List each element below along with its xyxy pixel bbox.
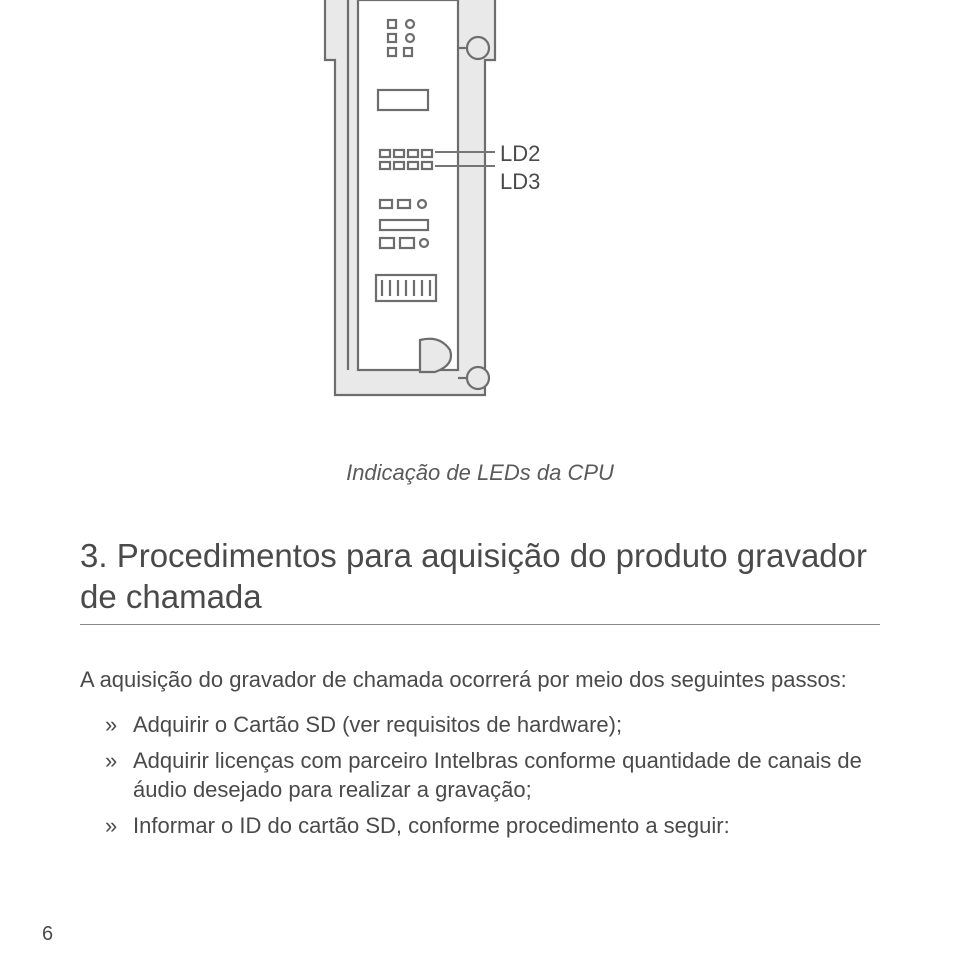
list-item-text: Informar o ID do cartão SD, conforme pro…	[133, 811, 875, 841]
intro-paragraph: A aquisição do gravador de chamada ocorr…	[80, 665, 880, 695]
figure-caption: Indicação de LEDs da CPU	[0, 460, 960, 486]
cpu-led-diagram	[270, 0, 690, 420]
list-item: » Adquirir licenças com parceiro Intelbr…	[105, 746, 875, 805]
page-number: 6	[42, 923, 53, 946]
bullet-list: » Adquirir o Cartão SD (ver requisitos d…	[105, 710, 875, 847]
circuit-board-icon	[270, 0, 690, 420]
list-item-text: Adquirir o Cartão SD (ver requisitos de …	[133, 710, 875, 740]
led-label-ld3: LD3	[500, 168, 540, 196]
led-label-ld2: LD2	[500, 140, 540, 168]
led-labels: LD2 LD3	[500, 140, 540, 195]
list-item: » Informar o ID do cartão SD, conforme p…	[105, 811, 875, 841]
document-page: LD2 LD3 Indicação de LEDs da CPU 3. Proc…	[0, 0, 960, 978]
list-item: » Adquirir o Cartão SD (ver requisitos d…	[105, 710, 875, 740]
bullet-marker: »	[105, 710, 133, 740]
bullet-marker: »	[105, 811, 133, 841]
list-item-text: Adquirir licenças com parceiro Intelbras…	[133, 746, 875, 805]
section-heading: 3. Procedimentos para aquisição do produ…	[80, 535, 880, 625]
bullet-marker: »	[105, 746, 133, 805]
